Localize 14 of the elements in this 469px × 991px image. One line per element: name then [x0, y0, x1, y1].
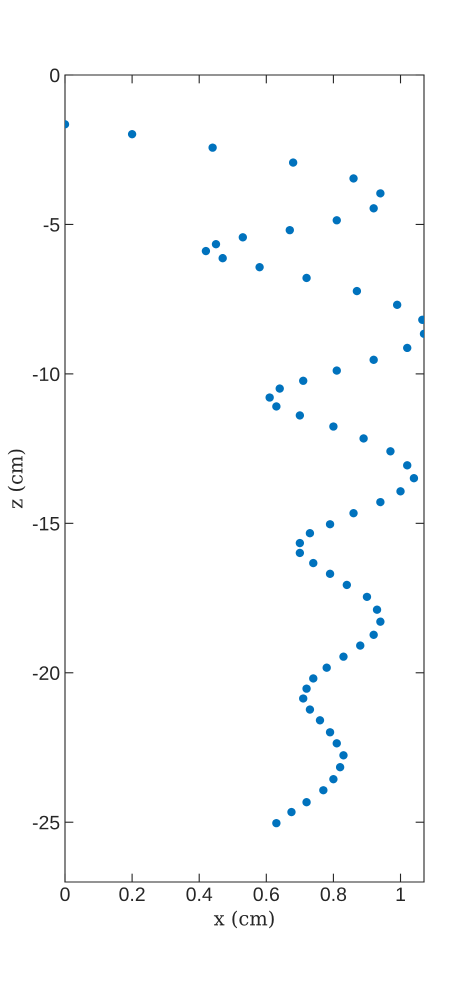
y-tick-label: -10 [32, 367, 60, 382]
y-tick-label: -25 [32, 816, 60, 830]
x-tick-label: 0.8 [320, 887, 346, 902]
x-tick-label: 0.2 [119, 887, 145, 902]
y-tick-label: -20 [32, 666, 60, 680]
x-tick-label: 0.4 [186, 887, 212, 902]
y-tick-label: -15 [32, 517, 60, 531]
y-tick-label: 0 [50, 68, 60, 82]
x-tick-label: 0 [60, 887, 70, 902]
y-axis-title: z (cm) [8, 450, 26, 508]
x-axis-title: x (cm) [214, 910, 274, 928]
x-tick-label: 0.6 [254, 887, 279, 902]
y-tick-label: -5 [44, 218, 60, 232]
x-tick-label: 1 [396, 888, 405, 901]
